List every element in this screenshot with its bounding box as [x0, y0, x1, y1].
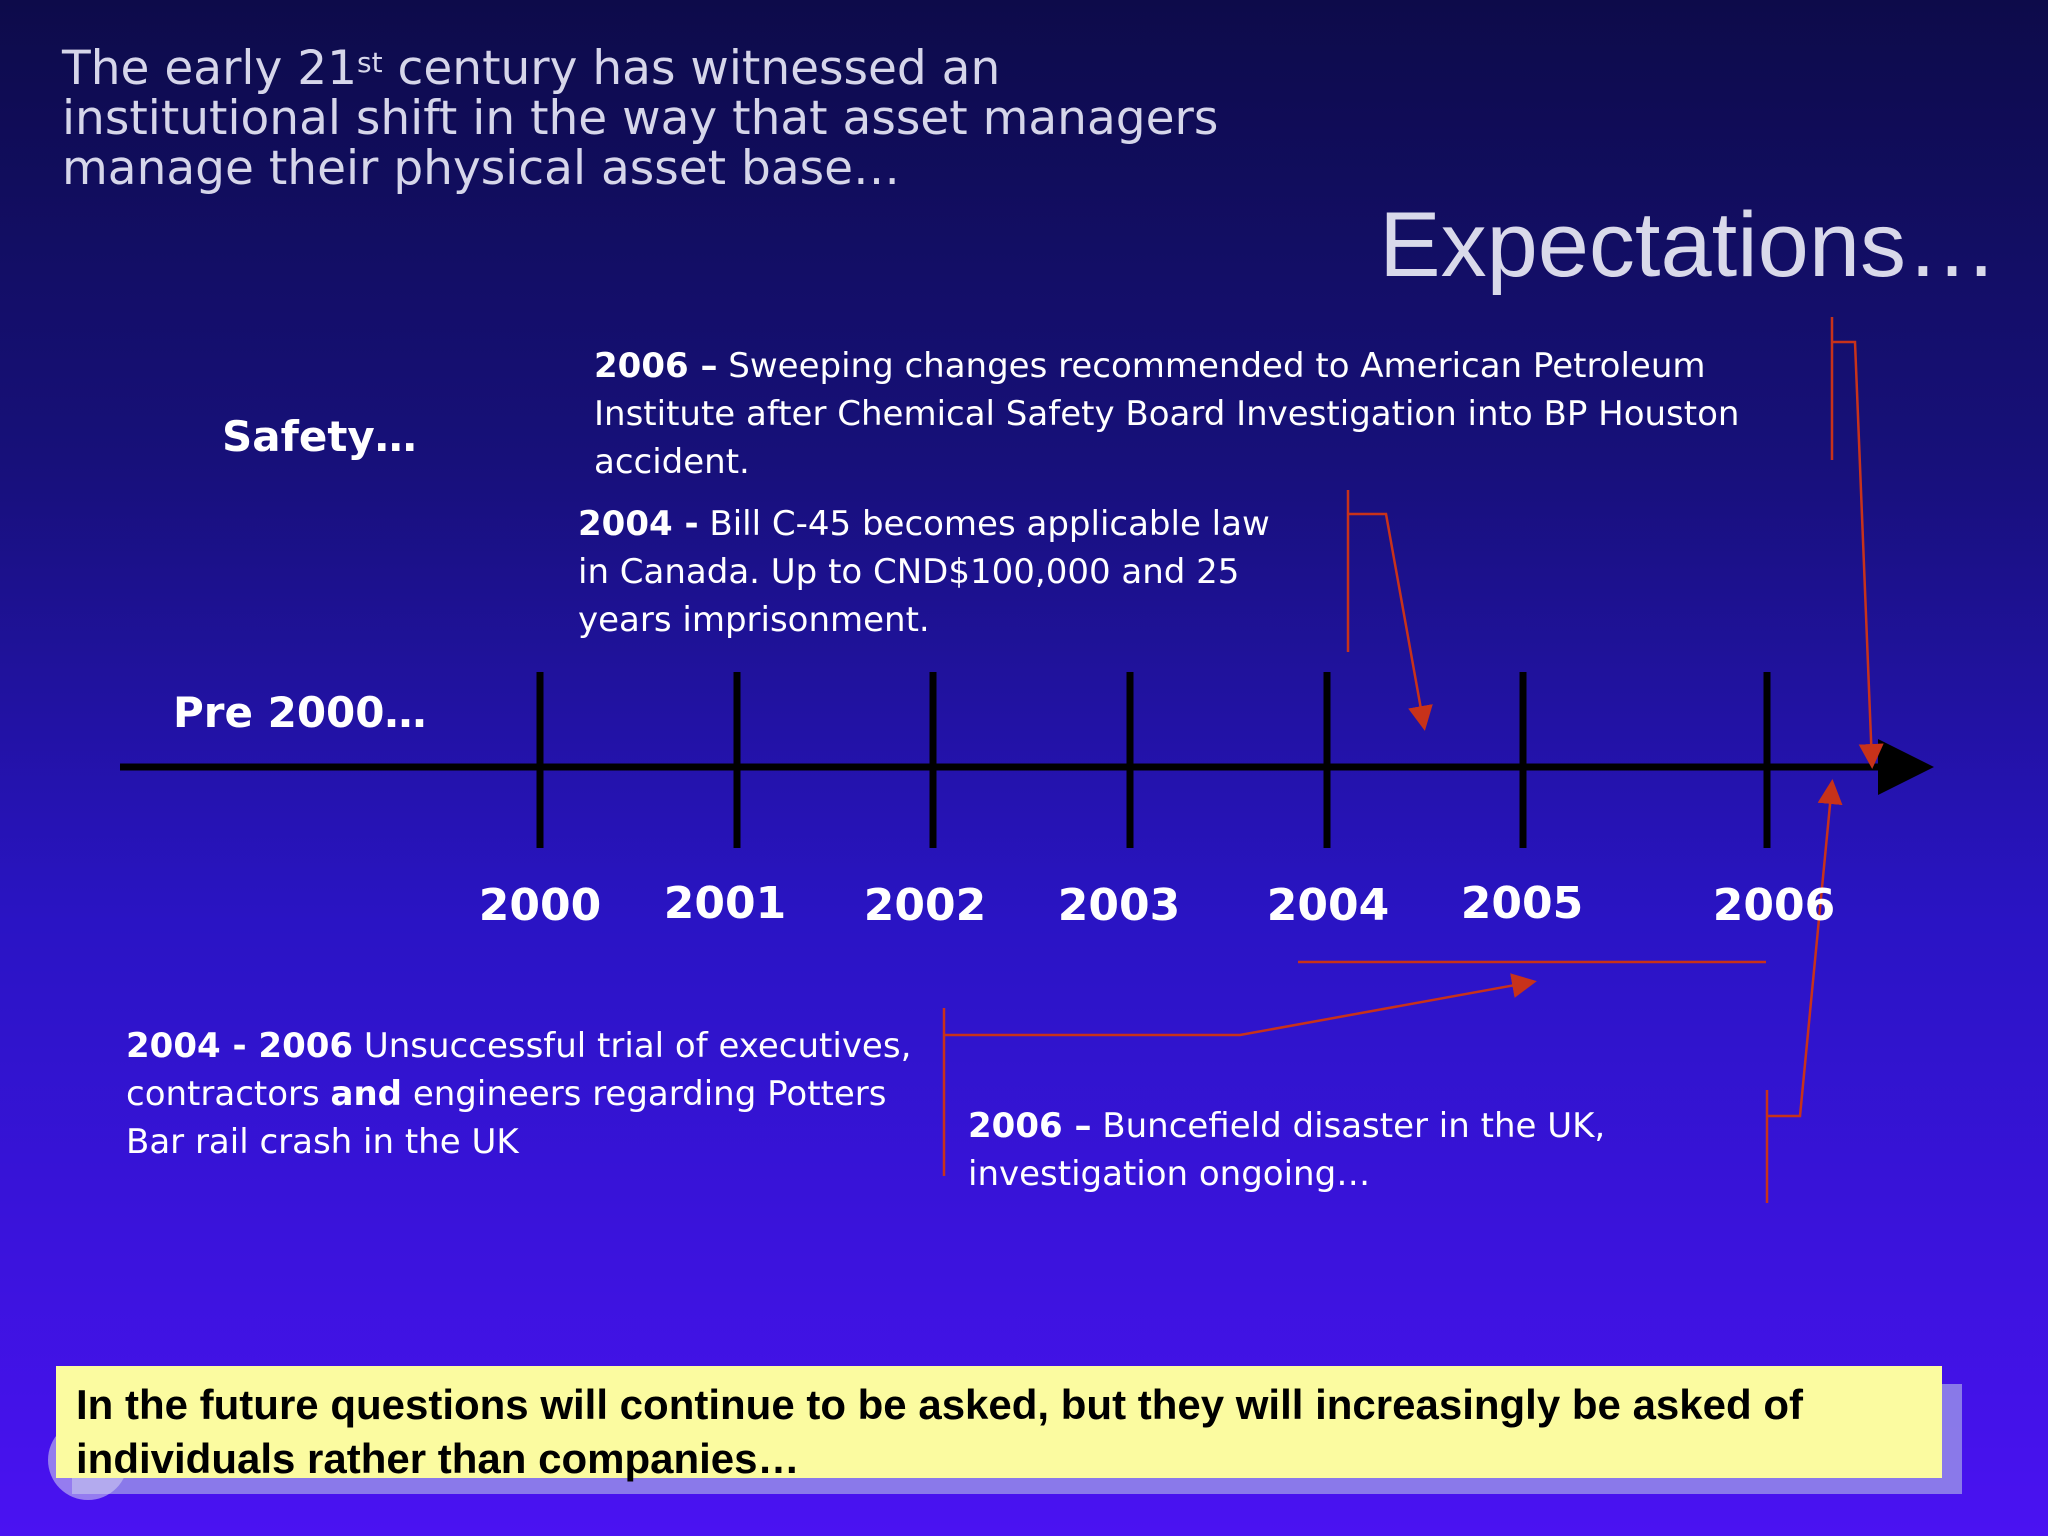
year-label-2004: 2004 [1266, 880, 1390, 931]
event-2004-2006-potters-bar: 2004 - 2006 Unsuccessful trial of execut… [126, 1026, 912, 1162]
buncefield-arrow [1767, 779, 1843, 1118]
year-label-2006: 2006 [1712, 880, 1836, 931]
pre2000-label: Pre 2000… [173, 688, 427, 737]
year-label-2001: 2001 [663, 878, 787, 929]
timeline-ticks [536, 672, 1771, 848]
year-label-2005: 2005 [1460, 878, 1584, 929]
callout-box: In the future questions will continue to… [56, 1366, 1942, 1482]
event-2006-api: 2006 – Sweeping changes recommended to A… [594, 346, 1740, 482]
year-label-2002: 2002 [863, 880, 987, 931]
event-2004-bill-c45: 2004 - Bill C-45 becomes applicable law … [578, 504, 1270, 640]
api-arrow [1832, 340, 1884, 769]
safety-label: Safety… [222, 412, 417, 461]
year-label-2000: 2000 [478, 880, 602, 931]
event-2006-buncefield: 2006 – Buncefield disaster in the UK, in… [968, 1106, 1606, 1194]
potters-arrow [944, 973, 1537, 1037]
slide-title: Expectations… [1379, 194, 1998, 296]
intro-text: The early 21st century has witnessed an … [62, 41, 1219, 196]
bill-arrow [1348, 512, 1433, 731]
year-label-2003: 2003 [1057, 880, 1181, 931]
